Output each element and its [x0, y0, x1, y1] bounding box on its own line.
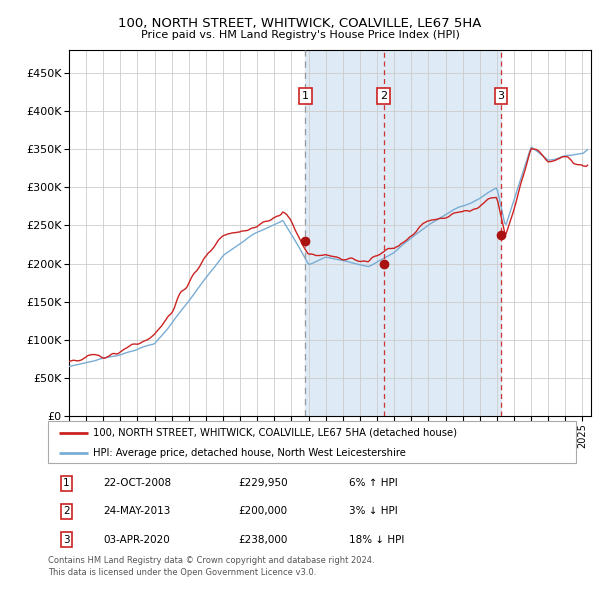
- Text: 1: 1: [63, 478, 70, 488]
- Text: 03-APR-2020: 03-APR-2020: [103, 535, 170, 545]
- Text: This data is licensed under the Open Government Licence v3.0.: This data is licensed under the Open Gov…: [48, 568, 316, 576]
- Text: 22-OCT-2008: 22-OCT-2008: [103, 478, 172, 488]
- Text: £238,000: £238,000: [238, 535, 287, 545]
- Text: HPI: Average price, detached house, North West Leicestershire: HPI: Average price, detached house, Nort…: [93, 448, 406, 457]
- Text: 3% ↓ HPI: 3% ↓ HPI: [349, 506, 398, 516]
- Text: 6% ↑ HPI: 6% ↑ HPI: [349, 478, 398, 488]
- Text: 18% ↓ HPI: 18% ↓ HPI: [349, 535, 404, 545]
- Text: 3: 3: [63, 535, 70, 545]
- Text: 24-MAY-2013: 24-MAY-2013: [103, 506, 171, 516]
- Text: £229,950: £229,950: [238, 478, 288, 488]
- Bar: [305, 50, 501, 416]
- Text: Price paid vs. HM Land Registry's House Price Index (HPI): Price paid vs. HM Land Registry's House …: [140, 30, 460, 40]
- Text: 100, NORTH STREET, WHITWICK, COALVILLE, LE67 5HA: 100, NORTH STREET, WHITWICK, COALVILLE, …: [118, 17, 482, 30]
- Text: 2: 2: [380, 91, 388, 101]
- Text: 3: 3: [497, 91, 505, 101]
- Text: 2: 2: [63, 506, 70, 516]
- Text: 100, NORTH STREET, WHITWICK, COALVILLE, LE67 5HA (detached house): 100, NORTH STREET, WHITWICK, COALVILLE, …: [93, 428, 457, 438]
- Text: Contains HM Land Registry data © Crown copyright and database right 2024.: Contains HM Land Registry data © Crown c…: [48, 556, 374, 565]
- Text: 1: 1: [302, 91, 309, 101]
- Text: £200,000: £200,000: [238, 506, 287, 516]
